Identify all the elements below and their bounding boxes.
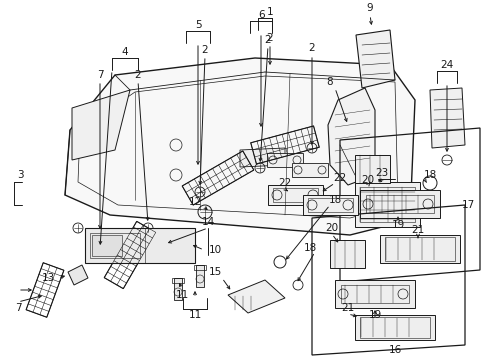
Text: 2: 2 (308, 43, 315, 53)
Bar (272, 188, 317, 202)
Polygon shape (429, 88, 464, 148)
Text: 12: 12 (188, 197, 201, 207)
Text: 18: 18 (303, 243, 316, 253)
Text: 19: 19 (390, 220, 404, 230)
Text: 19: 19 (367, 310, 381, 320)
Polygon shape (65, 58, 414, 235)
Text: 17: 17 (461, 200, 474, 210)
Bar (379, 235, 459, 263)
Bar (334, 280, 414, 308)
Bar (359, 187, 414, 222)
Polygon shape (355, 30, 394, 88)
Bar (359, 317, 429, 338)
Text: 9: 9 (366, 3, 372, 13)
Polygon shape (68, 265, 88, 285)
Text: 23: 23 (375, 168, 388, 178)
Text: 5: 5 (194, 20, 201, 30)
Text: 2: 2 (134, 70, 141, 80)
Bar (196, 265, 203, 287)
Text: 8: 8 (326, 77, 333, 87)
Polygon shape (327, 88, 374, 185)
Text: 11: 11 (188, 310, 201, 320)
Bar (303, 195, 357, 215)
Text: 13: 13 (41, 273, 55, 283)
Polygon shape (227, 280, 285, 313)
Text: 14: 14 (201, 217, 214, 227)
Text: 2: 2 (264, 35, 271, 45)
Text: 21: 21 (341, 303, 354, 313)
Bar (174, 278, 182, 300)
Text: 2: 2 (266, 33, 273, 43)
Text: 22: 22 (333, 173, 346, 183)
Text: 4: 4 (122, 47, 128, 57)
Bar (92, 235, 122, 256)
Text: 10: 10 (208, 245, 221, 255)
Bar (340, 285, 408, 303)
Text: 1: 1 (266, 7, 273, 17)
Bar (90, 233, 140, 258)
Bar (194, 265, 205, 270)
Polygon shape (72, 90, 130, 160)
Text: 18: 18 (328, 195, 341, 205)
Text: 20: 20 (325, 223, 338, 233)
Text: 22: 22 (278, 178, 291, 188)
Text: 18: 18 (423, 170, 436, 180)
Text: 24: 24 (440, 60, 453, 70)
Text: 3: 3 (17, 170, 23, 180)
Text: 6: 6 (258, 10, 265, 20)
Bar (359, 190, 439, 218)
Bar (329, 240, 364, 268)
Text: 15: 15 (208, 267, 221, 277)
Polygon shape (240, 148, 285, 167)
Text: 2: 2 (201, 45, 208, 55)
Bar (307, 198, 352, 212)
Bar (354, 155, 389, 183)
Text: 21: 21 (410, 225, 424, 235)
Text: 20: 20 (361, 175, 374, 185)
Bar (365, 195, 433, 213)
Bar (266, 153, 303, 167)
Bar (354, 182, 419, 227)
Bar (267, 185, 323, 205)
Bar (172, 278, 183, 283)
Text: 7: 7 (15, 303, 21, 313)
Text: 16: 16 (387, 345, 401, 355)
Text: 11: 11 (175, 290, 188, 300)
Bar (85, 228, 195, 263)
Bar (291, 163, 327, 177)
Text: 7: 7 (97, 70, 103, 80)
Bar (354, 315, 434, 340)
Bar (384, 237, 454, 261)
